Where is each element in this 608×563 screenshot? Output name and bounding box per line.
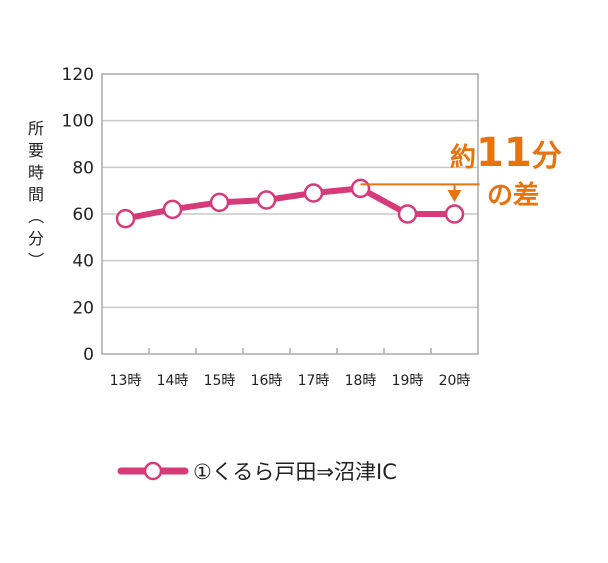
y-axis-ticks: 0 20 40 60 80 100 120 bbox=[62, 65, 94, 365]
y-axis-label-char: 所 bbox=[28, 119, 44, 138]
legend-marker bbox=[143, 461, 163, 481]
y-axis-label-char: ） bbox=[26, 252, 45, 268]
annotation-text: 約11分 bbox=[450, 130, 562, 176]
y-tick-label: 40 bbox=[72, 252, 94, 272]
data-point bbox=[397, 204, 418, 224]
x-axis-ticks: 13時 14時 15時 16時 17時 18時 19時 20時 bbox=[110, 348, 471, 389]
x-tick-label: 15時 bbox=[204, 373, 236, 389]
y-axis-label-char: 分 bbox=[28, 229, 44, 248]
y-tick-label: 80 bbox=[72, 158, 94, 178]
data-point bbox=[303, 183, 324, 203]
y-axis-label-char: （ bbox=[26, 208, 45, 224]
annotation-arrow-head bbox=[447, 190, 462, 202]
x-tick-label: 16時 bbox=[251, 373, 283, 389]
x-tick-label: 19時 bbox=[392, 373, 424, 389]
y-tick-label: 0 bbox=[83, 345, 94, 365]
data-point bbox=[115, 208, 136, 229]
annotation-unit: 分 bbox=[532, 139, 562, 174]
data-point bbox=[444, 204, 465, 224]
data-point bbox=[209, 192, 230, 213]
y-axis-label-char: 時 bbox=[28, 163, 44, 182]
y-axis-label-char: 要 bbox=[28, 141, 44, 160]
legend: ①くるら戸田⇒沼津IC bbox=[117, 460, 397, 484]
y-tick-label: 20 bbox=[72, 298, 94, 318]
data-point bbox=[350, 178, 371, 199]
annotation-prefix: 約 bbox=[450, 142, 476, 173]
series bbox=[115, 178, 465, 229]
y-tick-label: 60 bbox=[72, 205, 94, 225]
annotation-value: 11 bbox=[476, 130, 532, 176]
x-tick-label: 20時 bbox=[439, 373, 471, 389]
y-tick-label: 100 bbox=[62, 112, 94, 132]
data-point bbox=[162, 199, 183, 220]
annotation-suffix: の差 bbox=[487, 180, 539, 211]
x-tick-label: 14時 bbox=[157, 373, 189, 389]
x-tick-label: 17時 bbox=[298, 373, 330, 389]
x-tick-label: 13時 bbox=[110, 373, 142, 389]
data-point bbox=[256, 190, 277, 210]
x-tick-label: 18時 bbox=[345, 373, 377, 389]
legend-label: ①くるら戸田⇒沼津IC bbox=[193, 460, 397, 484]
y-axis-label-char: 間 bbox=[28, 185, 44, 204]
y-tick-label: 120 bbox=[62, 65, 94, 85]
